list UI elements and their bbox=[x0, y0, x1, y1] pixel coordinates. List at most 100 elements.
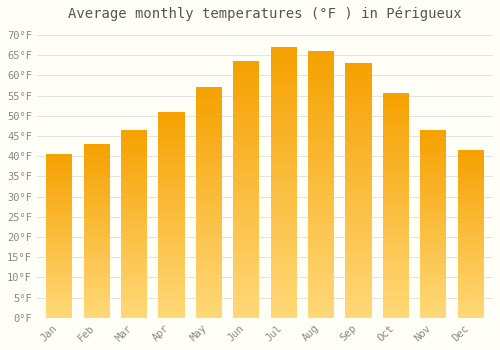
Bar bbox=[382, 307, 409, 309]
Bar bbox=[84, 292, 110, 294]
Bar bbox=[196, 124, 222, 127]
Bar bbox=[346, 71, 372, 74]
Bar bbox=[121, 286, 147, 288]
Bar bbox=[382, 181, 409, 183]
Bar bbox=[84, 245, 110, 247]
Bar bbox=[308, 262, 334, 265]
Bar bbox=[270, 145, 296, 147]
Bar bbox=[270, 269, 296, 272]
Bar bbox=[420, 166, 446, 167]
Bar bbox=[46, 187, 72, 189]
Bar bbox=[458, 195, 483, 197]
Bar bbox=[158, 209, 184, 211]
Bar bbox=[420, 252, 446, 254]
Bar bbox=[84, 165, 110, 167]
Bar bbox=[420, 254, 446, 256]
Bar bbox=[420, 184, 446, 186]
Bar bbox=[196, 108, 222, 111]
Bar bbox=[233, 210, 260, 212]
Bar bbox=[458, 174, 483, 175]
Bar bbox=[84, 311, 110, 313]
Bar bbox=[270, 153, 296, 155]
Bar bbox=[270, 253, 296, 256]
Bar bbox=[458, 293, 483, 294]
Bar bbox=[458, 256, 483, 258]
Bar bbox=[233, 238, 260, 241]
Bar bbox=[46, 238, 72, 239]
Bar bbox=[196, 253, 222, 256]
Bar bbox=[382, 280, 409, 282]
Bar bbox=[46, 313, 72, 315]
Bar bbox=[458, 152, 483, 153]
Bar bbox=[308, 80, 334, 83]
Bar bbox=[46, 203, 72, 205]
Bar bbox=[158, 194, 184, 196]
Bar bbox=[158, 130, 184, 132]
Bar bbox=[121, 254, 147, 256]
Bar bbox=[270, 126, 296, 128]
Bar bbox=[233, 166, 260, 169]
Bar bbox=[420, 149, 446, 150]
Bar bbox=[84, 238, 110, 240]
Bar bbox=[382, 149, 409, 152]
Bar bbox=[308, 280, 334, 283]
Bar bbox=[158, 266, 184, 268]
Bar bbox=[458, 219, 483, 220]
Bar bbox=[382, 145, 409, 147]
Bar bbox=[158, 118, 184, 120]
Bar bbox=[233, 141, 260, 143]
Bar bbox=[308, 155, 334, 158]
Bar bbox=[346, 201, 372, 203]
Bar bbox=[346, 300, 372, 303]
Bar bbox=[233, 74, 260, 77]
Bar bbox=[308, 254, 334, 257]
Bar bbox=[46, 175, 72, 177]
Bar bbox=[308, 64, 334, 67]
Bar bbox=[382, 212, 409, 215]
Bar bbox=[346, 175, 372, 178]
Bar bbox=[121, 182, 147, 184]
Bar bbox=[233, 154, 260, 156]
Bar bbox=[158, 225, 184, 227]
Bar bbox=[196, 293, 222, 295]
Bar bbox=[382, 304, 409, 307]
Bar bbox=[270, 123, 296, 126]
Bar bbox=[84, 146, 110, 147]
Bar bbox=[308, 110, 334, 112]
Bar bbox=[308, 201, 334, 203]
Bar bbox=[270, 131, 296, 134]
Bar bbox=[346, 147, 372, 150]
Bar bbox=[420, 284, 446, 286]
Bar bbox=[233, 195, 260, 197]
Bar bbox=[121, 158, 147, 160]
Bar bbox=[233, 261, 260, 264]
Bar bbox=[420, 181, 446, 182]
Bar bbox=[84, 264, 110, 266]
Bar bbox=[84, 233, 110, 234]
Bar bbox=[158, 124, 184, 126]
Bar bbox=[382, 197, 409, 199]
Bar bbox=[270, 201, 296, 204]
Bar bbox=[158, 246, 184, 248]
Bar bbox=[46, 208, 72, 210]
Bar bbox=[46, 218, 72, 219]
Bar bbox=[308, 219, 334, 222]
Bar bbox=[84, 203, 110, 205]
Bar bbox=[270, 147, 296, 150]
Bar bbox=[121, 256, 147, 258]
Bar bbox=[420, 297, 446, 299]
Bar bbox=[308, 203, 334, 206]
Bar bbox=[420, 292, 446, 293]
Bar bbox=[308, 145, 334, 147]
Bar bbox=[458, 190, 483, 192]
Bar bbox=[233, 112, 260, 115]
Bar bbox=[121, 239, 147, 241]
Bar bbox=[346, 94, 372, 96]
Bar bbox=[308, 307, 334, 310]
Bar bbox=[158, 132, 184, 134]
Bar bbox=[196, 191, 222, 194]
Bar bbox=[270, 307, 296, 310]
Bar bbox=[158, 314, 184, 316]
Bar bbox=[420, 205, 446, 207]
Bar bbox=[382, 260, 409, 262]
